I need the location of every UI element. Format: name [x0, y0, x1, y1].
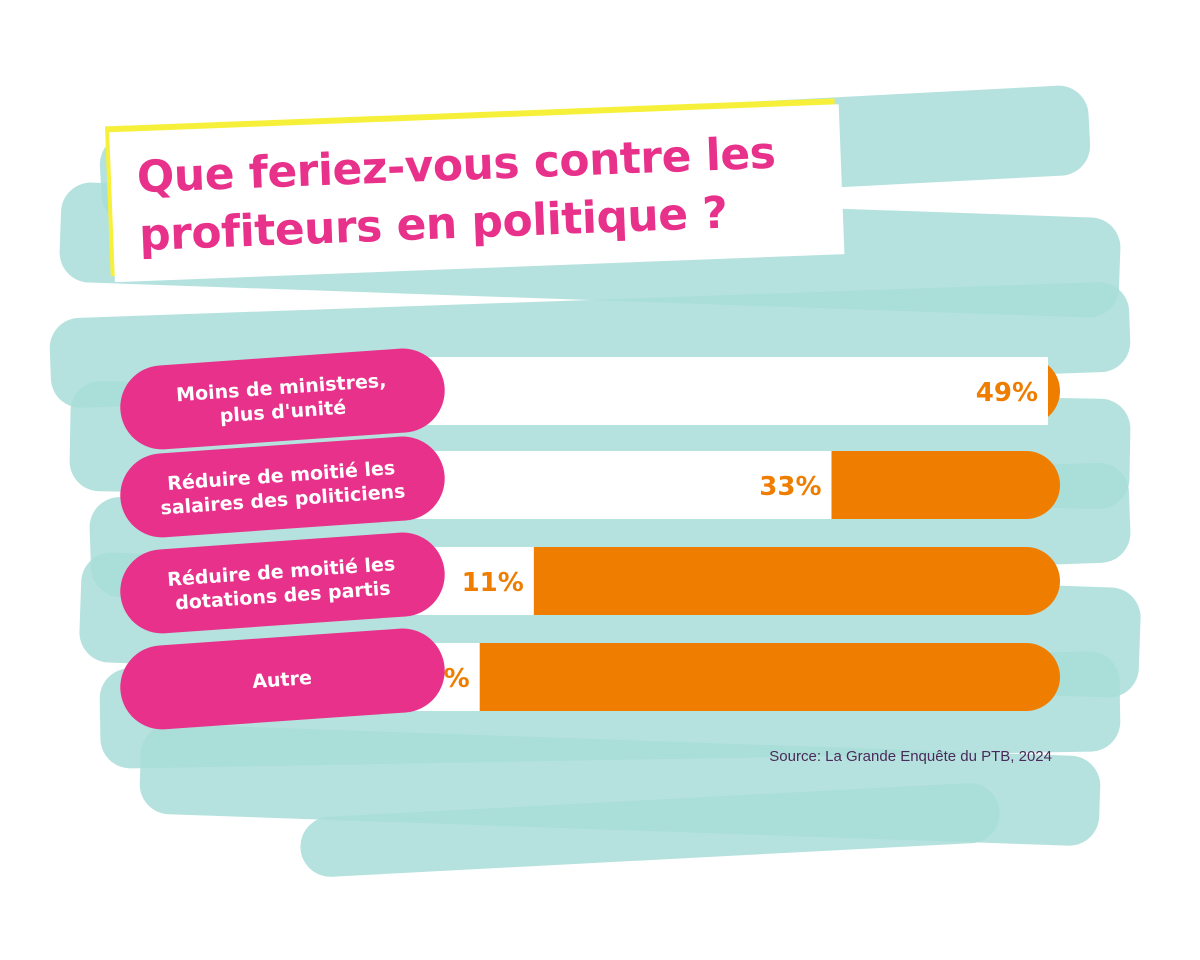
brush-stroke — [300, 783, 1000, 877]
bar — [385, 451, 832, 519]
title-banner: Que feriez-vous contre les profiteurs en… — [104, 98, 855, 292]
bar-track — [385, 547, 1060, 615]
bar — [385, 357, 1048, 425]
value-label: 11% — [462, 568, 524, 598]
bar-row: 7%Autre — [120, 628, 1060, 730]
category-pill-bg — [120, 628, 445, 730]
bar-row: 49% Moins de ministres,plus d'unité — [120, 348, 1060, 450]
category-pill-bg — [120, 436, 445, 538]
source-note: Source: La Grande Enquête du PTB, 2024 — [769, 748, 1052, 765]
category-pill: Moins de ministres,plus d'unité — [120, 348, 445, 450]
category-label: Autre — [252, 667, 313, 693]
value-label: 33% — [759, 472, 821, 502]
category-pill: Autre — [120, 628, 445, 730]
bar-track — [385, 643, 1060, 711]
category-pill-bg — [120, 348, 445, 450]
bar-group: 49% Moins de ministres,plus d'unité 33% Réd… — [120, 348, 1060, 730]
value-label: 49% — [976, 378, 1038, 408]
category-pill-bg — [120, 532, 445, 634]
